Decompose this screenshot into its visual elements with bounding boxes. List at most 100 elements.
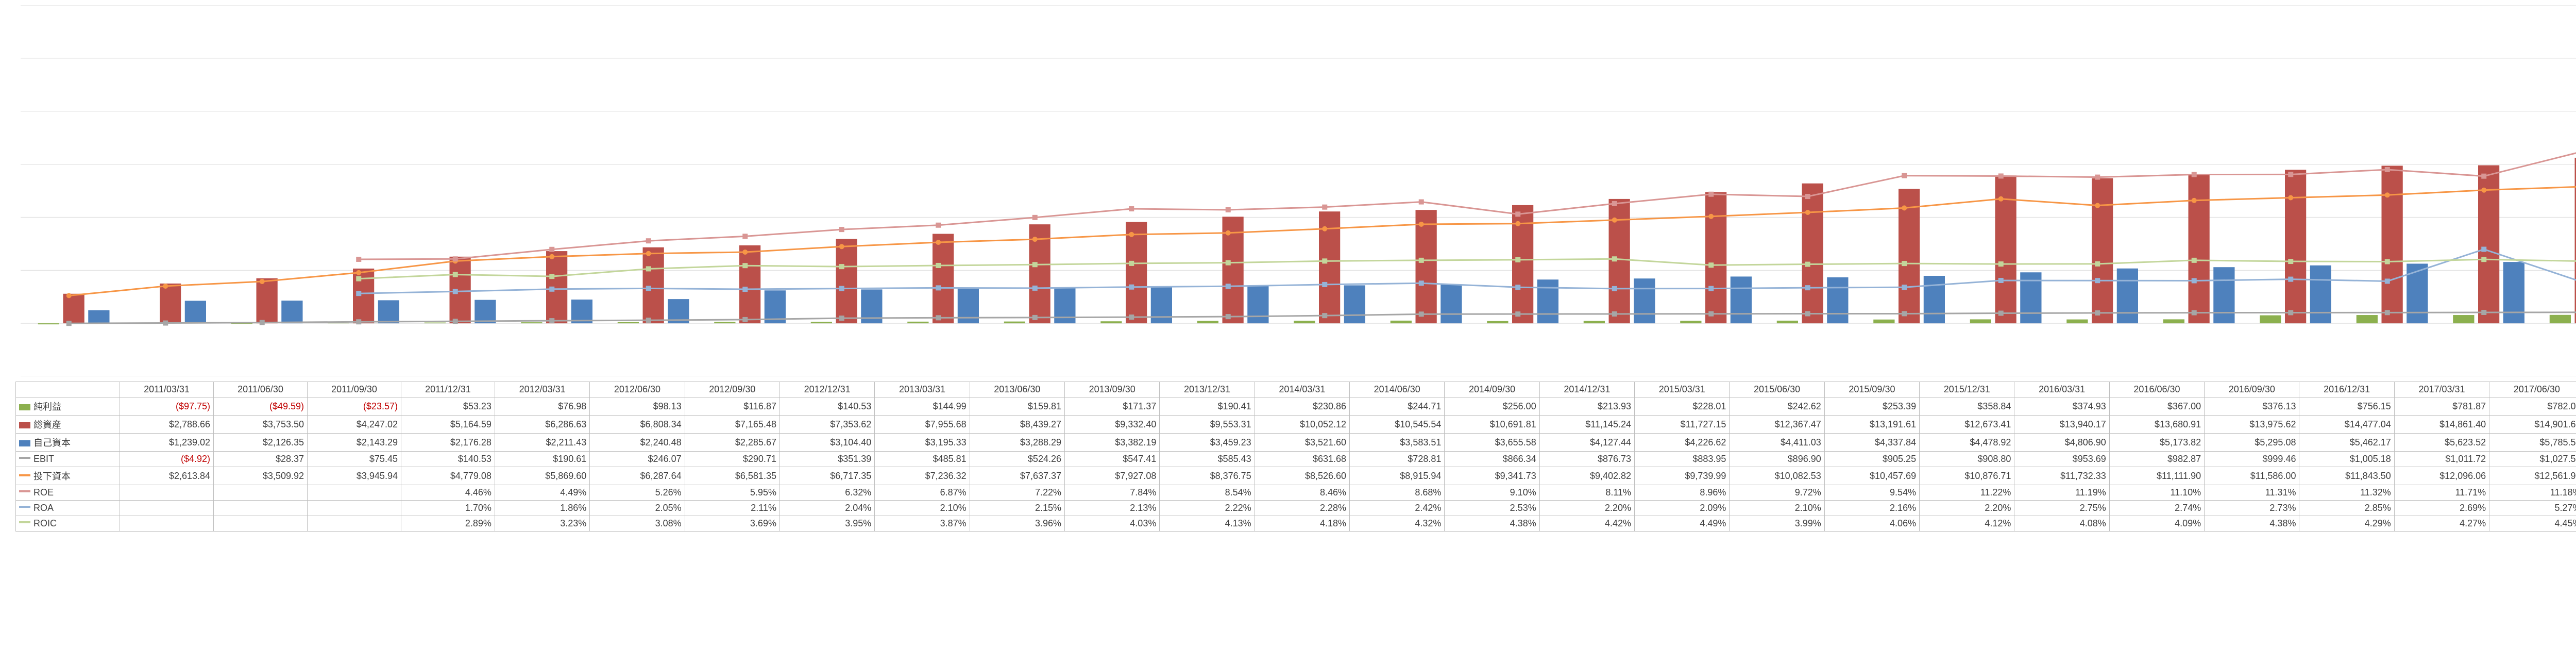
cell: $290.71 <box>685 452 779 467</box>
cell: $485.81 <box>875 452 970 467</box>
bar-equity <box>1634 278 1655 323</box>
cell <box>308 501 401 516</box>
col-header: 2012/12/31 <box>779 382 874 397</box>
cell: $144.99 <box>875 397 970 416</box>
cell: ($97.75) <box>120 397 214 416</box>
cell: $28.37 <box>214 452 308 467</box>
table-row-net_income: 純利益($97.75)($49.59)($23.57)$53.23$76.98$… <box>16 397 2576 416</box>
bar-equity <box>185 301 206 323</box>
cell: 4.46% <box>401 485 495 501</box>
cell: 2.15% <box>970 501 1064 516</box>
cell: 1.70% <box>401 501 495 516</box>
cell: 4.29% <box>2299 516 2394 532</box>
cell: 2.20% <box>1539 501 1634 516</box>
bar-net_income <box>1100 321 1122 323</box>
cell: 2.05% <box>590 501 685 516</box>
cell: 9.72% <box>1730 485 1824 501</box>
col-header: 2013/03/31 <box>875 382 970 397</box>
cell: $367.00 <box>2109 397 2204 416</box>
bar-total_assets <box>836 239 857 323</box>
bar-net_income <box>1873 320 1894 323</box>
bar-equity <box>378 300 399 323</box>
bar-total_assets <box>2285 170 2306 323</box>
cell: 9.10% <box>1445 485 1539 501</box>
bar-net_income <box>2357 315 2378 323</box>
cell: 11.18% <box>2489 485 2576 501</box>
plot-area: ($5,000)$0$5,000$10,000$15,000$20,000$25… <box>15 5 2576 376</box>
bar-net_income <box>38 323 59 324</box>
cell: $4,806.90 <box>2014 434 2109 452</box>
bar-equity <box>1537 279 1558 323</box>
cell: $756.15 <box>2299 397 2394 416</box>
cell: $3,945.94 <box>308 467 401 485</box>
cell: $1,005.18 <box>2299 452 2394 467</box>
cell: $2,176.28 <box>401 434 495 452</box>
cell: 2.69% <box>2394 501 2489 516</box>
cell: $10,545.54 <box>1350 416 1445 434</box>
cell: $883.95 <box>1635 452 1730 467</box>
cell <box>214 516 308 532</box>
cell: 5.27% <box>2489 501 2576 516</box>
cell: 4.12% <box>1920 516 2014 532</box>
bar-equity <box>1440 285 1462 323</box>
cell: $3,521.60 <box>1255 434 1349 452</box>
cell: $140.53 <box>401 452 495 467</box>
cell <box>214 501 308 516</box>
data-table: 2011/03/312011/06/302011/09/302011/12/31… <box>15 382 2576 532</box>
cell: 4.09% <box>2109 516 2204 532</box>
bar-total_assets <box>1705 192 1726 323</box>
cell: $4,478.92 <box>1920 434 2014 452</box>
cell: 4.32% <box>1350 516 1445 532</box>
col-header: 2014/09/30 <box>1445 382 1539 397</box>
cell <box>214 485 308 501</box>
bar-net_income <box>1487 321 1508 323</box>
cell: $7,353.62 <box>779 416 874 434</box>
cell: 2.22% <box>1160 501 1255 516</box>
col-header: 2017/06/30 <box>2489 382 2576 397</box>
bar-total_assets <box>2382 165 2403 323</box>
bar-equity <box>2503 262 2524 323</box>
bar-total_assets <box>1899 189 1920 323</box>
col-header: 2016/09/30 <box>2205 382 2299 397</box>
bar-equity <box>474 300 496 323</box>
cell: $6,286.63 <box>495 416 589 434</box>
cell: $244.71 <box>1350 397 1445 416</box>
cell: $4,337.84 <box>1824 434 1919 452</box>
cell: $5,623.52 <box>2394 434 2489 452</box>
cell: $190.61 <box>495 452 589 467</box>
cell: $10,876.71 <box>1920 467 2014 485</box>
cell: $228.01 <box>1635 397 1730 416</box>
cell: $631.68 <box>1255 452 1349 467</box>
cell: 11.32% <box>2299 485 2394 501</box>
cell: 2.89% <box>401 516 495 532</box>
col-header: 2016/03/31 <box>2014 382 2109 397</box>
cell: $374.93 <box>2014 397 2109 416</box>
cell: $6,581.35 <box>685 467 779 485</box>
table-row-ebit: EBIT($4.92)$28.37$75.45$140.53$190.61$24… <box>16 452 2576 467</box>
cell: $12,367.47 <box>1730 416 1824 434</box>
col-header: 2012/09/30 <box>685 382 779 397</box>
cell: $908.80 <box>1920 452 2014 467</box>
table-body: 2011/03/312011/06/302011/09/302011/12/31… <box>16 382 2576 532</box>
bar-equity <box>281 301 302 323</box>
cell: $256.00 <box>1445 397 1539 416</box>
bar-total_assets <box>63 294 84 323</box>
bar-total_assets <box>1802 184 1823 323</box>
cell: $2,211.43 <box>495 434 589 452</box>
bar-total_assets <box>1126 222 1147 324</box>
cell: $11,586.00 <box>2205 467 2299 485</box>
cell: 6.32% <box>779 485 874 501</box>
cell: $5,462.17 <box>2299 434 2394 452</box>
cell: $351.39 <box>779 452 874 467</box>
bar-equity <box>1151 287 1172 323</box>
cell: $75.45 <box>308 452 401 467</box>
table-row-equity: 自己資本$1,239.02$2,126.35$2,143.29$2,176.28… <box>16 434 2576 452</box>
col-header: 2014/12/31 <box>1539 382 1634 397</box>
table-row-roa: ROA1.70%1.86%2.05%2.11%2.04%2.10%2.15%2.… <box>16 501 2576 516</box>
col-header: 2011/12/31 <box>401 382 495 397</box>
bar-net_income <box>1294 321 1315 323</box>
cell: 2.10% <box>1730 501 1824 516</box>
cell: 8.96% <box>1635 485 1730 501</box>
cell: $213.93 <box>1539 397 1634 416</box>
cell: 3.96% <box>970 516 1064 532</box>
